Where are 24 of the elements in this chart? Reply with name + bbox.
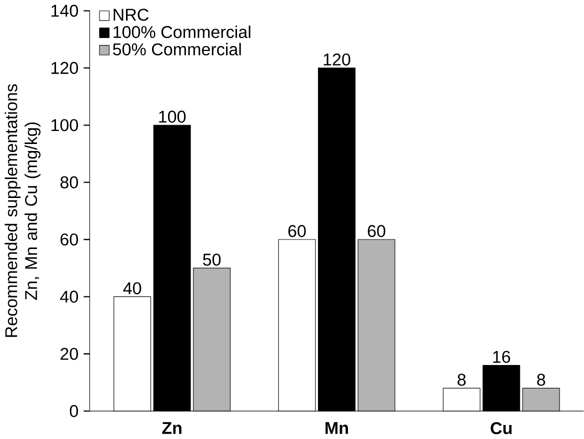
x-tick-label: Cu bbox=[490, 422, 512, 434]
x-tick-label: Zn bbox=[162, 422, 182, 434]
data-label: 120 bbox=[324, 54, 350, 66]
y-tick-label: 80 bbox=[60, 176, 78, 188]
data-label: 100 bbox=[159, 110, 186, 123]
legend-label: 50% Commercial bbox=[113, 42, 241, 56]
y-tick-label: 0 bbox=[70, 405, 78, 418]
data-label: 16 bbox=[493, 350, 510, 363]
legend-label: NRC bbox=[114, 8, 149, 21]
legend-label: 100% Commercial bbox=[114, 26, 250, 38]
y-tick-label: 60 bbox=[60, 234, 78, 246]
y-tick-label: 140 bbox=[52, 4, 78, 17]
data-label: 50 bbox=[203, 254, 221, 266]
x-tick-label: Mn bbox=[326, 422, 348, 434]
y-tick-label: 120 bbox=[52, 62, 78, 74]
y-axis-title: Recommended supplementations Zn, Mn and Cu (mg/kg) bbox=[4, 84, 40, 337]
data-label: 60 bbox=[288, 225, 306, 238]
y-tick-label: 40 bbox=[60, 290, 78, 303]
data-label: 60 bbox=[368, 225, 386, 238]
data-label: 8 bbox=[458, 374, 466, 386]
y-tick-label: 20 bbox=[60, 348, 78, 360]
data-label: 8 bbox=[537, 374, 546, 386]
data-label: 40 bbox=[123, 282, 142, 294]
y-tick-label: 100 bbox=[52, 119, 78, 132]
